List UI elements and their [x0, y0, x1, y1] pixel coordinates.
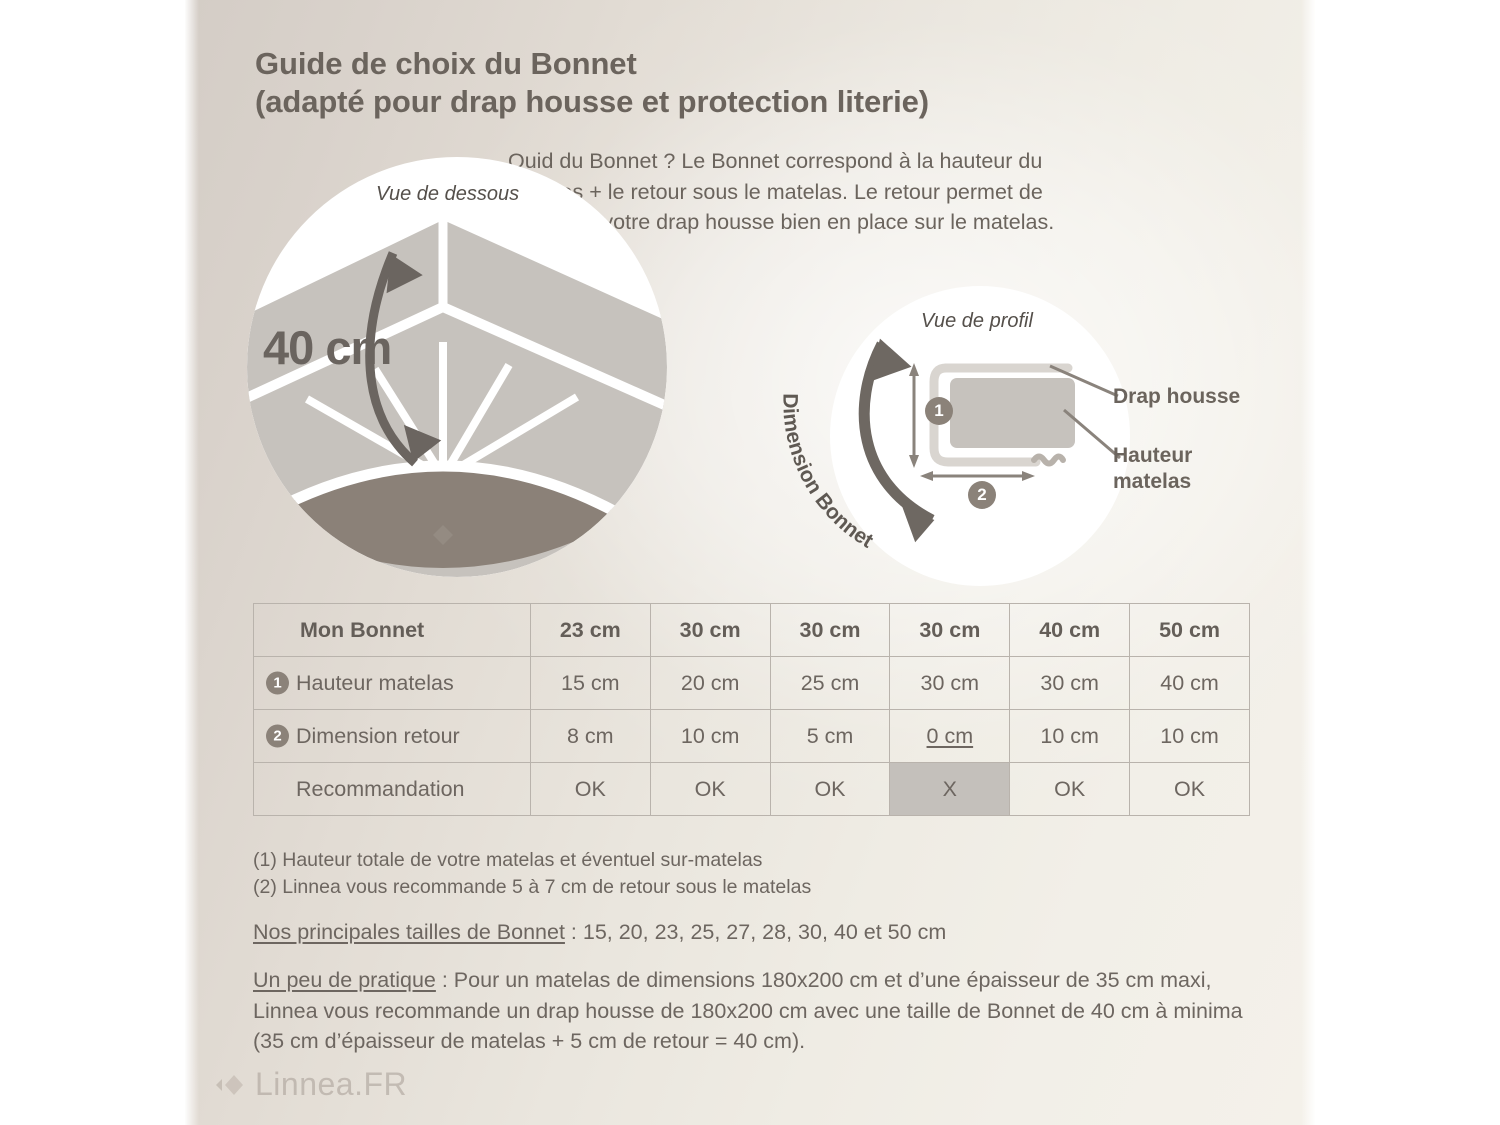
elastic-squiggle-icon: [1031, 453, 1066, 467]
bonnet-measure-label: 40 cm: [263, 321, 392, 374]
th-mon-bonnet: Mon Bonnet: [253, 603, 531, 657]
sizes-value: : 15, 20, 23, 25, 27, 28, 30, 40 et 50 c…: [564, 920, 947, 944]
badge-2-label: 2: [977, 485, 987, 504]
th-col-2: 30 cm: [769, 603, 891, 657]
profile-view-svg: [858, 338, 1075, 543]
leader-line-sheet: [1049, 364, 1119, 398]
row-label-text: Dimension retour: [296, 723, 460, 748]
callout-drap-housse: Drap housse: [1113, 385, 1241, 408]
seam-middle: [247, 301, 667, 420]
th-col-5: 50 cm: [1129, 603, 1250, 657]
table-row: 2 Dimension retour 8 cm 10 cm 5 cm 0 cm …: [253, 709, 1250, 763]
sizes-line: Nos principales tailles de Bonnet : 15, …: [253, 920, 946, 945]
logo-text: Linnea.FR: [255, 1066, 408, 1102]
row-badge-1: 1: [266, 671, 289, 695]
practice-paragraph: Un peu de pratique : Pour un matelas de …: [253, 965, 1243, 1057]
badge-1-label: 1: [934, 401, 944, 420]
height-dimension-arrow: [909, 363, 919, 468]
cell-hauteur-4: 30 cm: [1009, 656, 1131, 710]
watermark-diamond-icon: [433, 525, 453, 545]
mattress-block: [950, 378, 1075, 448]
title-line-1: Guide de choix du Bonnet: [255, 46, 637, 81]
cell-retour-5: 10 cm: [1129, 709, 1250, 763]
cell-retour-1: 10 cm: [649, 709, 771, 763]
elastic-pocket-seam: [258, 460, 628, 522]
diagram-vue-de-profil: Vue de profil 1 2: [830, 286, 1130, 586]
callout-leader-lines: [1049, 364, 1121, 460]
cell-reco-1: OK: [649, 762, 771, 816]
table-header-row: Mon Bonnet 23 cm 30 cm 30 cm 30 cm 40 cm…: [253, 603, 1250, 657]
arc-label-text: Dimension Bonnet: [778, 393, 877, 552]
th-col-1: 30 cm: [649, 603, 771, 657]
th-col-4: 40 cm: [1009, 603, 1131, 657]
cell-hauteur-1: 20 cm: [649, 656, 771, 710]
cell-retour-4: 10 cm: [1009, 709, 1131, 763]
table-row: Recommandation OK OK OK X OK OK: [253, 762, 1250, 816]
elastic-pocket: [261, 466, 625, 568]
logo-diamond-icon: [216, 1074, 243, 1095]
callout-hauteur-line1: Hauteur: [1113, 444, 1193, 467]
th-col-0: 23 cm: [529, 603, 651, 657]
cell-reco-4: OK: [1009, 762, 1131, 816]
sizes-heading: Nos principales tailles de Bonnet: [253, 920, 565, 944]
row-label-recommandation: Recommandation: [253, 762, 531, 816]
footnote-2: (2) Linnea vous recommande 5 à 7 cm de r…: [253, 875, 812, 898]
return-dimension-arrow: [920, 471, 1035, 481]
cell-retour-3: 0 cm: [889, 709, 1011, 763]
cell-reco-2: OK: [769, 762, 891, 816]
bottom-view-svg: [247, 210, 667, 577]
badge-2-circle: [968, 481, 996, 509]
logo[interactable]: Linnea.FR: [213, 1066, 407, 1103]
cell-reco-5: OK: [1129, 762, 1250, 816]
svg-text:Dimension Bonnet: Dimension Bonnet: [778, 393, 877, 552]
dimension-bonnet-arrow: [858, 338, 935, 543]
footnote-1: (1) Hauteur totale de votre matelas et é…: [253, 849, 763, 871]
profile-view-label: Vue de profil: [921, 310, 1033, 332]
cell-hauteur-0: 15 cm: [529, 656, 651, 710]
bottom-view-label: Vue de dessous: [376, 183, 520, 205]
bonnet-height-arrow: [365, 251, 442, 467]
callout-hauteur-matelas: Hauteur matelas: [1113, 443, 1192, 494]
fitted-sheet-outline: [929, 363, 1041, 467]
footnotes: (1) Hauteur totale de votre matelas et é…: [253, 847, 1263, 900]
cell-retour-0: 8 cm: [529, 709, 651, 763]
practice-heading: Un peu de pratique: [253, 968, 436, 992]
table-row: 1 Hauteur matelas 15 cm 20 cm 25 cm 30 c…: [253, 656, 1250, 710]
callout-hauteur-line2: matelas: [1113, 469, 1192, 493]
cell-hauteur-3: 30 cm: [889, 656, 1011, 710]
row-label-hauteur-matelas: 1 Hauteur matelas: [253, 656, 531, 710]
cell-hauteur-2: 25 cm: [769, 656, 891, 710]
practice-text: : Pour un matelas de dimensions 180x200 …: [253, 968, 1243, 1054]
diagram-vue-de-dessous: Vue de dessous 40 cm: [247, 157, 667, 577]
row-label-dimension-retour: 2 Dimension retour: [253, 709, 531, 763]
cell-retour-3-text: 0 cm: [926, 723, 974, 748]
cell-retour-2: 5 cm: [769, 709, 891, 763]
th-col-3: 30 cm: [889, 603, 1011, 657]
dimension-bonnet-arc-text: Dimension Bonnet: [778, 393, 877, 552]
cell-reco-0: OK: [529, 762, 651, 816]
page-title: Guide de choix du Bonnet (adapté pour dr…: [255, 45, 929, 121]
leader-line-height: [1063, 408, 1121, 460]
row-label-text: Hauteur matelas: [296, 670, 454, 695]
row-badge-2: 2: [266, 724, 289, 748]
bonnet-table-wrap: Mon Bonnet 23 cm 30 cm 30 cm 30 cm 40 cm…: [253, 603, 1250, 816]
cell-reco-3: X: [889, 762, 1011, 816]
title-line-2: (adapté pour drap housse et protection l…: [255, 83, 929, 119]
cell-hauteur-5: 40 cm: [1129, 656, 1250, 710]
badge-1-circle: [925, 397, 953, 425]
bonnet-table: Mon Bonnet 23 cm 30 cm 30 cm 30 cm 40 cm…: [253, 603, 1250, 816]
